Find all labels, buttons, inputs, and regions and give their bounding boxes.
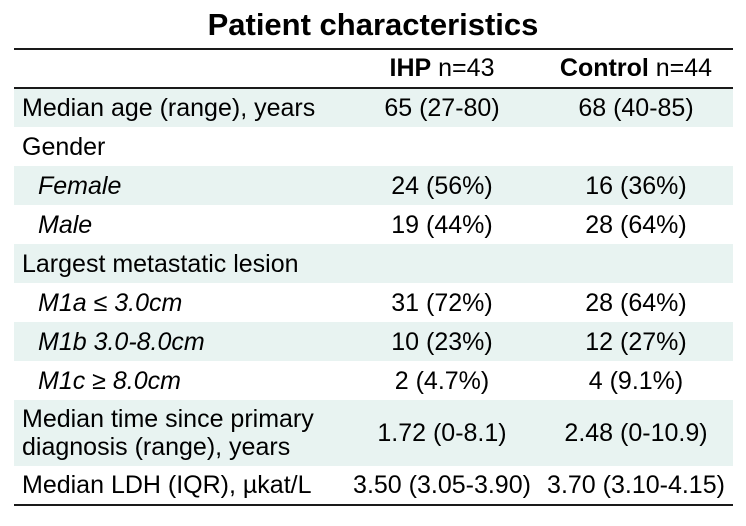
ihp-value: 31 (72%) [391, 288, 493, 317]
row-label: Female [38, 171, 122, 200]
control-value: 68 (40-85) [578, 94, 694, 122]
table-row: Median time since primary diagnosis (ran… [14, 400, 733, 466]
control-value: 28 (64%) [585, 288, 687, 317]
row-label: M1a ≤ 3.0cm [38, 288, 183, 317]
control-value: 16 (36%) [585, 171, 687, 200]
row-label: Median age (range), years [22, 94, 316, 122]
row-label: M1c ≥ 8.0cm [38, 366, 181, 395]
row-label: Gender [22, 132, 106, 161]
page-title: Patient characteristics [207, 7, 539, 42]
row-label: M1b 3.0-8.0cm [38, 327, 205, 356]
row-label: Male [38, 210, 93, 239]
row-label: Median time since primary diagnosis (ran… [22, 405, 314, 461]
control-value: 4 (9.1%) [588, 366, 684, 395]
ihp-value: 3.50 (3.05-3.90) [353, 471, 531, 499]
control-n-count: n=44 [655, 54, 713, 82]
ihp-value: 24 (56%) [391, 171, 493, 200]
column-header-control: Control n=44 [539, 49, 733, 89]
column-header-ihp: IHP n=43 [345, 49, 539, 89]
ihp-value [345, 244, 539, 283]
table-row: Female 24 (56%) 16 (36%) [14, 166, 733, 205]
control-value: 28 (64%) [585, 210, 687, 239]
ihp-value [345, 127, 539, 166]
control-value: 3.70 (3.10-4.15) [547, 471, 725, 499]
control-value: 12 (27%) [585, 327, 687, 356]
table-row: Median LDH (IQR), µkat/L 3.50 (3.05-3.90… [14, 466, 733, 505]
ihp-value: 65 (27-80) [384, 94, 500, 122]
table-row: M1c ≥ 8.0cm 2 (4.7%) 4 (9.1%) [14, 361, 733, 400]
table-row: Median age (range), years 65 (27-80) 68 … [14, 88, 733, 127]
control-value [539, 127, 733, 166]
row-label: Median LDH (IQR), µkat/L [22, 471, 312, 499]
ihp-value: 2 (4.7%) [394, 366, 490, 395]
table-row: Male 19 (44%) 28 (64%) [14, 205, 733, 244]
table-row: Gender [14, 127, 733, 166]
ihp-value: 19 (44%) [391, 210, 493, 239]
ihp-group-label: IHP [389, 54, 432, 82]
ihp-value: 1.72 (0-8.1) [377, 419, 507, 447]
row-label: Largest metastatic lesion [22, 249, 299, 278]
patient-characteristics-table: IHP n=43 Control n=44 Median age (range)… [14, 48, 733, 506]
ihp-value: 10 (23%) [391, 327, 493, 356]
table-row: Largest metastatic lesion [14, 244, 733, 283]
column-header-empty [14, 49, 345, 89]
control-value [539, 244, 733, 283]
table-row: M1b 3.0-8.0cm 10 (23%) 12 (27%) [14, 322, 733, 361]
ihp-n-count: n=43 [438, 54, 495, 82]
table-row: M1a ≤ 3.0cm 31 (72%) 28 (64%) [14, 283, 733, 322]
control-group-label: Control [559, 54, 649, 82]
table-header-row: IHP n=43 Control n=44 [14, 49, 733, 89]
control-value: 2.48 (0-10.9) [564, 419, 708, 447]
